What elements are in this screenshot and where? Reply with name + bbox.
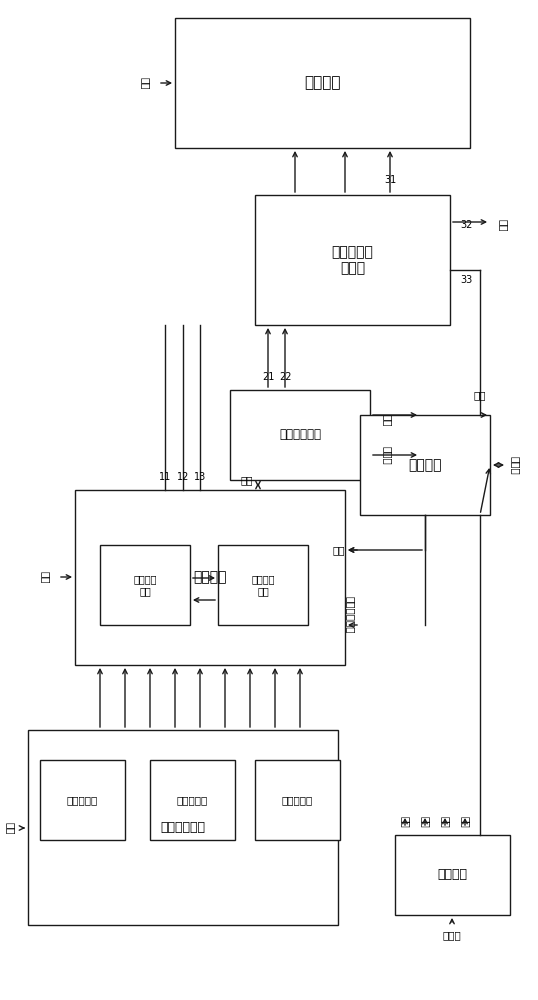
Text: 回采诊断信号: 回采诊断信号	[345, 596, 355, 634]
Text: 电压传感器: 电压传感器	[177, 795, 208, 805]
Bar	[360, 415, 490, 515]
Bar	[75, 490, 345, 665]
Bar	[255, 195, 450, 325]
Text: 电源: 电源	[440, 816, 450, 828]
Text: 电源: 电源	[498, 219, 508, 231]
Text: 33: 33	[460, 275, 472, 285]
Bar	[218, 545, 308, 625]
Text: 驱动模块: 驱动模块	[305, 76, 341, 91]
Bar	[40, 760, 125, 840]
Text: 电源: 电源	[420, 816, 430, 828]
Text: 11: 11	[159, 472, 171, 482]
Text: 32: 32	[460, 220, 472, 230]
Text: 31: 31	[384, 175, 396, 185]
Bar	[150, 760, 235, 840]
Text: 22: 22	[279, 372, 291, 382]
Text: 温度传感器: 温度传感器	[282, 795, 313, 805]
Text: 电源: 电源	[400, 816, 410, 828]
Text: 通讯: 通讯	[332, 545, 345, 555]
Text: 电源: 电源	[460, 816, 470, 828]
Text: 电源: 电源	[40, 571, 50, 583]
Text: 通讯模块: 通讯模块	[408, 458, 442, 472]
Bar	[100, 545, 190, 625]
Text: 上位机: 上位机	[510, 456, 520, 474]
Bar	[255, 760, 340, 840]
Text: 主处理器: 主处理器	[193, 570, 226, 584]
Text: 21: 21	[262, 372, 274, 382]
Text: 电源: 电源	[140, 77, 150, 89]
Bar	[28, 730, 338, 925]
Text: 电源控制模块: 电源控制模块	[279, 428, 321, 442]
Bar	[230, 390, 370, 480]
Text: 信号采集模块: 信号采集模块	[160, 821, 206, 834]
Bar	[175, 18, 470, 148]
Text: 数据处理
单元: 数据处理 单元	[133, 574, 157, 596]
Text: 电源模块: 电源模块	[437, 868, 468, 882]
Text: 通讯: 通讯	[240, 475, 253, 485]
Text: 12: 12	[177, 472, 189, 482]
Text: 总电源: 总电源	[443, 930, 462, 940]
Text: 数据处理
单元: 数据处理 单元	[251, 574, 275, 596]
Text: 重启: 重启	[382, 414, 392, 426]
Text: 13: 13	[194, 472, 206, 482]
Bar	[395, 835, 510, 915]
Text: 电源: 电源	[5, 822, 15, 834]
Text: 硬件安全逻
辑模块: 硬件安全逻 辑模块	[331, 245, 373, 275]
Text: 总电源: 总电源	[382, 446, 392, 464]
Text: 电流传感器: 电流传感器	[67, 795, 98, 805]
Text: 电源: 电源	[474, 390, 486, 400]
